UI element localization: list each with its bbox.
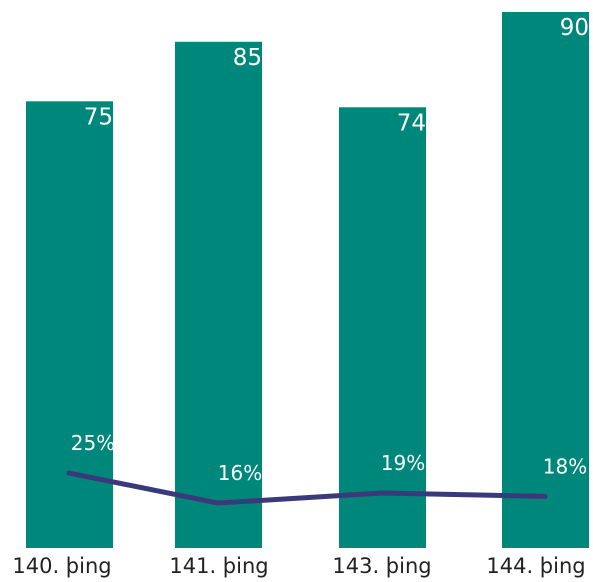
bar-value-label-2: 85 xyxy=(233,45,262,71)
bar-3 xyxy=(339,107,426,549)
line-value-label-4: 18% xyxy=(543,454,587,478)
bar-4 xyxy=(502,12,589,548)
x-tick-label-1: 140. þing xyxy=(12,554,111,578)
bar-value-label-3: 74 xyxy=(397,110,426,136)
bars-layer xyxy=(26,12,589,549)
line-value-label-1: 25% xyxy=(71,431,115,455)
bar-value-label-4: 90 xyxy=(560,15,589,41)
labels-layer: 75 85 74 90 25% 16% 19% 18% xyxy=(71,15,589,485)
line-series xyxy=(66,470,548,506)
line-layer xyxy=(66,470,548,506)
x-tick-label-2: 141. þing xyxy=(169,554,268,578)
bar-value-label-1: 75 xyxy=(84,104,113,130)
x-tick-label-4: 144. þing xyxy=(486,554,585,578)
x-tick-label-3: 143. þing xyxy=(332,554,431,578)
bar-2 xyxy=(175,41,262,549)
line-value-label-3: 19% xyxy=(381,451,425,475)
line-value-label-2: 16% xyxy=(218,461,262,485)
x-axis-labels: 140. þing 141. þing 143. þing 144. þing xyxy=(12,554,585,578)
